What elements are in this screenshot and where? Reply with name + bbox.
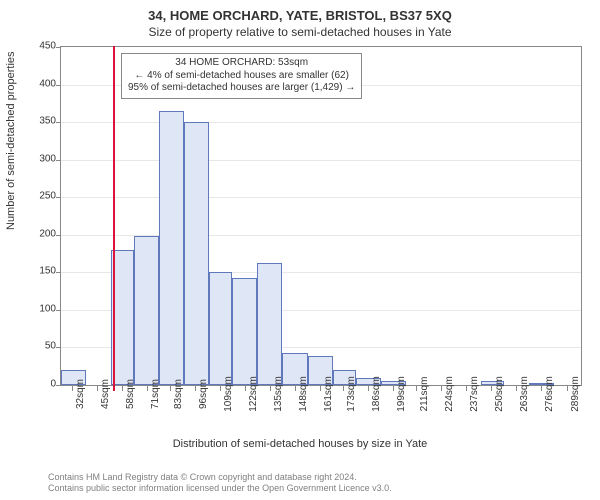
x-tick-label: 109sqm [223,376,234,412]
x-tick-mark [368,386,369,391]
y-tick-mark [56,122,61,123]
x-tick-mark [343,386,344,391]
x-tick-label: 289sqm [570,376,581,412]
x-tick-mark [416,386,417,391]
gridline [61,160,581,161]
x-tick-mark [147,386,148,391]
gridline [61,122,581,123]
chart-title: 34, HOME ORCHARD, YATE, BRISTOL, BS37 5X… [0,0,600,23]
plot-area: 34 HOME ORCHARD: 53sqm← 4% of semi-detac… [60,46,582,386]
annotation-line-2: ← 4% of semi-detached houses are smaller… [128,70,355,83]
x-tick-mark [122,386,123,391]
footnote-line-2: Contains public sector information licen… [48,483,392,494]
y-tick-label: 100 [16,303,56,314]
x-axis-label: Distribution of semi-detached houses by … [0,438,600,450]
x-tick-mark [72,386,73,391]
histogram-bar [184,122,209,385]
y-tick-mark [56,47,61,48]
x-tick-label: 135sqm [273,376,284,412]
x-tick-mark [220,386,221,391]
y-tick-label: 400 [16,78,56,89]
y-tick-mark [56,235,61,236]
x-tick-label: 83sqm [173,379,184,409]
x-tick-mark [567,386,568,391]
y-tick-mark [56,310,61,311]
annotation-line-3: 95% of semi-detached houses are larger (… [128,82,355,95]
x-tick-mark [491,386,492,391]
x-tick-label: 263sqm [519,376,530,412]
x-tick-mark [541,386,542,391]
x-tick-mark [295,386,296,391]
y-tick-label: 0 [16,379,56,390]
x-tick-mark [245,386,246,391]
y-tick-mark [56,385,61,386]
x-tick-label: 96sqm [198,379,209,409]
gridline [61,197,581,198]
x-tick-label: 173sqm [346,376,357,412]
x-tick-label: 45sqm [100,379,111,409]
x-tick-mark [441,386,442,391]
y-tick-label: 450 [16,41,56,52]
x-tick-label: 122sqm [248,376,259,412]
histogram-bar [134,236,159,385]
y-tick-label: 200 [16,228,56,239]
y-tick-label: 250 [16,191,56,202]
y-tick-mark [56,272,61,273]
x-tick-label: 32sqm [75,379,86,409]
annotation-line-1: 34 HOME ORCHARD: 53sqm [128,57,355,70]
y-tick-label: 150 [16,266,56,277]
x-tick-mark [170,386,171,391]
y-tick-label: 300 [16,153,56,164]
x-tick-mark [270,386,271,391]
x-tick-label: 148sqm [298,376,309,412]
x-tick-mark [516,386,517,391]
x-tick-mark [466,386,467,391]
x-tick-label: 199sqm [396,376,407,412]
histogram-bar [232,278,257,385]
chart-container: 34, HOME ORCHARD, YATE, BRISTOL, BS37 5X… [0,0,600,500]
histogram-bar [159,111,184,385]
chart-subtitle: Size of property relative to semi-detach… [0,23,600,39]
x-tick-label: 250sqm [494,376,505,412]
x-tick-label: 71sqm [150,379,161,409]
histogram-bar [257,263,282,385]
x-tick-label: 161sqm [323,376,334,412]
footnote-line-1: Contains HM Land Registry data © Crown c… [48,472,392,483]
annotation-box: 34 HOME ORCHARD: 53sqm← 4% of semi-detac… [121,53,362,99]
x-tick-mark [195,386,196,391]
y-tick-mark [56,85,61,86]
x-tick-label: 211sqm [419,377,430,412]
x-tick-label: 58sqm [125,379,136,409]
marker-line [113,46,115,391]
x-tick-label: 276sqm [544,376,555,412]
x-tick-label: 186sqm [371,376,382,412]
footnote: Contains HM Land Registry data © Crown c… [48,472,392,494]
y-tick-mark [56,197,61,198]
chart-area: 34 HOME ORCHARD: 53sqm← 4% of semi-detac… [60,46,582,426]
x-tick-label: 237sqm [469,376,480,412]
y-tick-label: 50 [16,341,56,352]
y-tick-mark [56,347,61,348]
x-tick-mark [97,386,98,391]
x-tick-mark [393,386,394,391]
x-tick-label: 224sqm [444,376,455,412]
y-tick-label: 350 [16,116,56,127]
x-tick-mark [320,386,321,391]
y-tick-mark [56,160,61,161]
histogram-bar [209,272,232,385]
